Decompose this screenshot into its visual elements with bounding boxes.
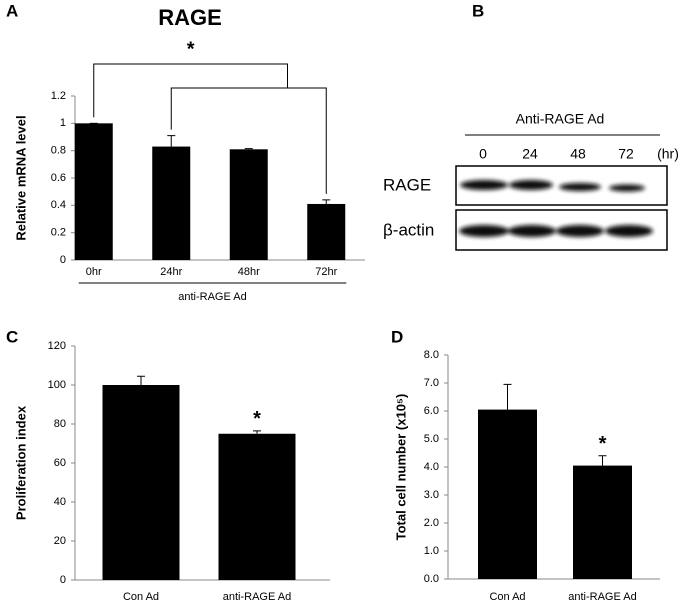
x-tick-label: 72hr: [315, 266, 337, 278]
bracket: [93, 63, 288, 118]
y-axis-label: Relative mRNA level: [13, 115, 28, 240]
y-tick-label: 0.6: [51, 172, 66, 184]
x-tick-label: Con Ad: [489, 591, 525, 603]
error-bar: [137, 375, 145, 385]
x-tick-label: anti-RAGE Ad: [568, 591, 636, 603]
panel-label: D: [391, 327, 403, 346]
y-tick-label: 80: [54, 418, 66, 430]
y-tick-label: 2.0: [424, 517, 439, 529]
y-tick-label: 3.0: [424, 489, 439, 501]
unit-label: (hr): [657, 146, 679, 162]
bar: [573, 465, 632, 579]
x-tick-label: 24hr: [160, 266, 182, 278]
significance: *: [253, 408, 261, 430]
y-tick-label: 5.0: [424, 433, 439, 445]
y-tick-label: 0.8: [51, 145, 66, 157]
x-tick-label: 0hr: [86, 266, 102, 278]
lane-label: 48: [570, 146, 586, 162]
y-tick-label: 40: [54, 496, 66, 508]
error-bar: [253, 430, 261, 434]
error-bar: [598, 455, 607, 466]
error-bar: [167, 135, 176, 147]
bar: [229, 149, 268, 260]
y-tick-label: 0.4: [51, 199, 66, 211]
bar: [102, 385, 180, 580]
bar: [478, 409, 537, 579]
y-tick-label: 100: [48, 379, 66, 391]
bar: [152, 146, 191, 260]
y-tick-label: 120: [48, 340, 66, 352]
bar: [74, 123, 113, 260]
y-tick-label: 1: [60, 117, 66, 129]
panel-label: B: [472, 1, 484, 20]
y-tick-label: 7.0: [424, 377, 439, 389]
bracket: [170, 87, 327, 194]
y-tick-label: 20: [54, 535, 66, 547]
row-label: RAGE: [383, 175, 431, 194]
y-tick-label: 4.0: [424, 461, 439, 473]
significance: *: [599, 433, 607, 455]
blot-header: Anti-RAGE Ad: [516, 111, 605, 127]
lane-label: 0: [479, 146, 487, 162]
error-bar: [503, 383, 512, 410]
y-tick-label: 1.0: [424, 545, 439, 557]
y-axis-label: Proliferation index: [13, 405, 28, 520]
row-label: β-actin: [383, 220, 434, 239]
significance: *: [187, 38, 195, 60]
error-bar: [322, 199, 331, 204]
panel-label: A: [6, 1, 18, 20]
y-tick-label: 0: [60, 254, 66, 266]
y-tick-label: 8.0: [424, 349, 439, 361]
panel-label: C: [6, 327, 18, 346]
y-tick-label: 1.2: [51, 90, 66, 102]
group-label: anti-RAGE Ad: [178, 291, 246, 303]
x-tick-label: anti-RAGE Ad: [223, 591, 291, 603]
x-tick-label: Con Ad: [123, 591, 159, 603]
lane-label: 72: [618, 146, 634, 162]
lane-label: 24: [522, 146, 538, 162]
bands: [459, 180, 653, 237]
x-tick-label: 48hr: [238, 266, 260, 278]
bar: [307, 203, 346, 260]
y-tick-label: 0.2: [51, 227, 66, 239]
y-tick-label: 6.0: [424, 405, 439, 417]
y-tick-label: 0: [60, 574, 66, 586]
chart-title: RAGE: [158, 5, 222, 30]
bar: [218, 433, 296, 580]
y-tick-label: 0.0: [424, 573, 439, 585]
y-axis-label: Total cell number (x10⁵): [393, 394, 408, 541]
error-bar: [244, 148, 253, 150]
y-tick-label: 60: [54, 457, 66, 469]
blot-panel: B Anti-RAGE Ad 0 24 48 72 (hr) RAGE β-ac…: [383, 1, 679, 251]
